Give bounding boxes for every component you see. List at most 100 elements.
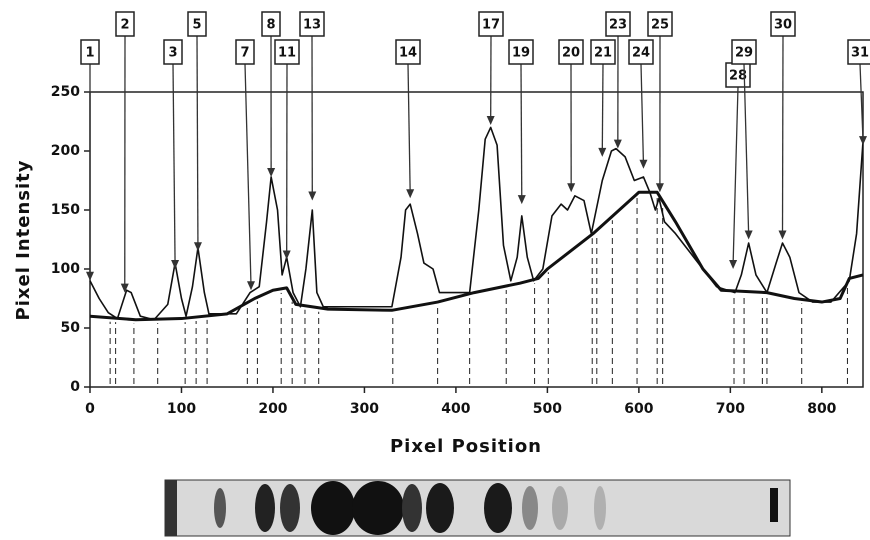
x-tick-label: 500 bbox=[533, 401, 562, 417]
annotation-label: 25 bbox=[651, 18, 669, 33]
arrow-head bbox=[308, 191, 317, 201]
trace-line bbox=[89, 190, 864, 322]
x-tick-label: 600 bbox=[624, 401, 653, 417]
annotation-label: 8 bbox=[266, 18, 275, 33]
annotation-box bbox=[395, 39, 421, 65]
plot-frame bbox=[89, 91, 864, 388]
arrow-head bbox=[193, 242, 202, 252]
y-tick-label: 0 bbox=[70, 379, 80, 395]
gel-band bbox=[594, 486, 606, 530]
annotation-box bbox=[770, 11, 796, 37]
gel-band bbox=[255, 484, 275, 532]
annotation-label: 1 bbox=[85, 46, 94, 61]
annotation-box bbox=[274, 39, 300, 65]
annotation-box bbox=[261, 11, 281, 37]
arrow-head bbox=[639, 159, 648, 169]
x-tick-label: 700 bbox=[716, 401, 745, 417]
gel-band bbox=[522, 486, 538, 530]
gel-band bbox=[426, 483, 454, 533]
annotation-box bbox=[187, 11, 207, 37]
annotation-label: 5 bbox=[192, 18, 201, 33]
annotation-box bbox=[163, 39, 183, 65]
annotation-arrow bbox=[732, 86, 739, 265]
x-tick-label: 200 bbox=[258, 401, 287, 417]
annotation-arrow bbox=[244, 63, 252, 286]
annotation-box bbox=[628, 39, 654, 65]
x-tick-label: 300 bbox=[350, 401, 379, 417]
gel-band bbox=[352, 481, 404, 535]
annotation-label: 31 bbox=[851, 46, 869, 61]
arrow-head bbox=[778, 230, 787, 240]
annotation-label: 14 bbox=[399, 46, 417, 61]
annotation-label: 20 bbox=[562, 46, 580, 61]
annotation-box bbox=[115, 11, 135, 37]
arrow-head bbox=[655, 183, 664, 193]
annotation-label: 29 bbox=[735, 46, 753, 61]
arrow-head bbox=[406, 189, 415, 199]
annotation-arrow bbox=[601, 63, 604, 152]
annotation-box bbox=[847, 39, 870, 65]
annotation-label: 30 bbox=[774, 18, 792, 33]
x-tick-label: 400 bbox=[441, 401, 470, 417]
annotation-label: 21 bbox=[594, 46, 612, 61]
annotation-box bbox=[590, 39, 616, 65]
y-tick-label: 200 bbox=[51, 143, 80, 159]
annotation-arrow bbox=[196, 35, 199, 247]
gel-band bbox=[311, 481, 355, 535]
annotation-arrow bbox=[640, 63, 645, 164]
annotation-box bbox=[647, 11, 673, 37]
annotation-box bbox=[478, 11, 504, 37]
arrow-head bbox=[120, 283, 129, 293]
arrow-head bbox=[744, 230, 753, 240]
annotation-label: 24 bbox=[632, 46, 650, 61]
arrow-head bbox=[613, 139, 622, 149]
y-tick-label: 150 bbox=[51, 202, 80, 218]
annotation-arrow bbox=[781, 35, 784, 235]
y-tick-label: 250 bbox=[51, 84, 80, 100]
arrow-head bbox=[247, 281, 256, 291]
gel-band bbox=[280, 484, 300, 532]
arrow-head bbox=[859, 136, 867, 146]
x-tick-label: 800 bbox=[807, 401, 836, 417]
annotation-box bbox=[299, 11, 325, 37]
annotation-box bbox=[508, 39, 534, 65]
gel-band bbox=[484, 483, 512, 533]
gel-band bbox=[165, 480, 177, 536]
annotation-label: 3 bbox=[168, 46, 177, 61]
x-tick-label: 100 bbox=[167, 401, 196, 417]
x-axis-label: Pixel Position bbox=[390, 436, 542, 457]
annotation-arrow bbox=[407, 63, 411, 194]
annotation-label: 13 bbox=[303, 18, 321, 33]
arrow-head bbox=[86, 271, 94, 281]
annotation-box bbox=[558, 39, 584, 65]
y-tick-label: 50 bbox=[61, 320, 81, 336]
annotation-arrow bbox=[859, 63, 864, 141]
gel-strip bbox=[164, 479, 791, 537]
arrow-head bbox=[598, 147, 607, 157]
gel-band bbox=[214, 488, 226, 528]
annotation-arrow bbox=[520, 63, 523, 200]
gel-band bbox=[402, 484, 422, 532]
gel-band bbox=[770, 488, 778, 522]
gel-band bbox=[552, 486, 568, 530]
arrow-head bbox=[282, 250, 291, 260]
arrow-head bbox=[171, 260, 180, 269]
annotation-label: 11 bbox=[278, 46, 296, 61]
arrow-head bbox=[567, 183, 576, 193]
annotation-box bbox=[731, 39, 757, 65]
arrow-head bbox=[517, 195, 526, 205]
annotation-arrow bbox=[743, 63, 750, 235]
y-tick-label: 100 bbox=[51, 261, 80, 277]
annotation-label: 23 bbox=[609, 18, 627, 33]
arrow-head bbox=[267, 167, 276, 177]
annotation-label: 19 bbox=[512, 46, 530, 61]
annotation-box bbox=[80, 39, 100, 65]
annotation-arrow bbox=[172, 63, 176, 265]
x-tick-label: 0 bbox=[85, 401, 95, 417]
arrow-head bbox=[486, 116, 495, 126]
annotation-label: 17 bbox=[482, 18, 500, 33]
annotation-label: 2 bbox=[120, 18, 129, 33]
annotation-label: 7 bbox=[240, 46, 249, 61]
annotation-box bbox=[605, 11, 631, 37]
